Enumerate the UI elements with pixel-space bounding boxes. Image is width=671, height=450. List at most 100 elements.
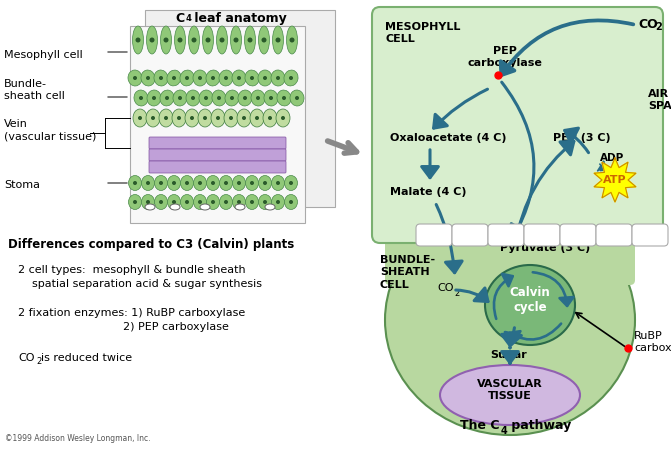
Ellipse shape [232,70,246,86]
Ellipse shape [264,90,278,106]
Circle shape [250,200,254,204]
Ellipse shape [145,204,155,210]
Ellipse shape [245,70,259,86]
Ellipse shape [168,194,180,210]
FancyBboxPatch shape [149,137,286,149]
Ellipse shape [258,176,272,190]
Text: PEP
carboxylase: PEP carboxylase [468,46,542,68]
Circle shape [250,181,254,185]
Circle shape [250,76,254,80]
Ellipse shape [219,194,232,210]
Circle shape [234,37,238,42]
FancyBboxPatch shape [416,224,452,246]
Ellipse shape [263,109,277,127]
Ellipse shape [132,26,144,54]
Text: MESOPHYLL
CELL: MESOPHYLL CELL [385,22,460,45]
Ellipse shape [173,90,187,106]
Ellipse shape [186,90,200,106]
Circle shape [185,181,189,185]
Ellipse shape [193,70,207,86]
Ellipse shape [146,109,160,127]
Ellipse shape [170,204,180,210]
Circle shape [198,76,202,80]
Text: 2: 2 [454,288,459,297]
Circle shape [159,181,163,185]
Ellipse shape [285,194,297,210]
FancyBboxPatch shape [524,224,560,246]
Circle shape [177,116,181,120]
Text: RuBP
carboxylase: RuBP carboxylase [634,331,671,353]
Ellipse shape [206,70,220,86]
Circle shape [282,96,286,100]
Circle shape [268,116,272,120]
Circle shape [289,37,295,42]
Circle shape [289,181,293,185]
Text: Bundle-
sheath cell: Bundle- sheath cell [4,79,65,101]
Circle shape [237,76,241,80]
Ellipse shape [154,176,168,190]
Ellipse shape [258,70,272,86]
Text: 2: 2 [36,357,41,366]
Ellipse shape [134,90,148,106]
FancyBboxPatch shape [149,161,286,173]
Ellipse shape [185,109,199,127]
Circle shape [172,76,176,80]
Ellipse shape [285,176,297,190]
Text: 4: 4 [186,14,192,23]
Ellipse shape [217,26,227,54]
Ellipse shape [219,70,233,86]
Circle shape [289,76,293,80]
Ellipse shape [272,176,285,190]
Ellipse shape [180,70,194,86]
Circle shape [263,200,267,204]
Circle shape [178,96,182,100]
Text: Stoma: Stoma [4,180,40,190]
Ellipse shape [224,109,238,127]
Circle shape [269,96,273,100]
Ellipse shape [154,194,168,210]
Ellipse shape [141,70,155,86]
Ellipse shape [244,26,256,54]
Circle shape [159,76,163,80]
FancyBboxPatch shape [149,149,286,161]
Text: PEP (3 C): PEP (3 C) [553,133,611,143]
Ellipse shape [485,265,575,345]
Ellipse shape [385,205,635,435]
Ellipse shape [225,90,239,106]
Ellipse shape [258,26,270,54]
Circle shape [133,181,137,185]
Circle shape [243,96,247,100]
Ellipse shape [232,176,246,190]
Ellipse shape [246,194,258,210]
Circle shape [138,116,142,120]
FancyBboxPatch shape [452,224,488,246]
Text: Vein
(vascular tissue): Vein (vascular tissue) [4,119,97,141]
Circle shape [152,96,156,100]
Ellipse shape [129,194,142,210]
FancyBboxPatch shape [130,26,305,223]
Circle shape [146,200,150,204]
Ellipse shape [189,26,199,54]
Circle shape [146,76,150,80]
Text: Pyruvate (3 C): Pyruvate (3 C) [500,243,590,253]
Circle shape [172,181,176,185]
Ellipse shape [290,90,304,106]
Circle shape [289,200,293,204]
Ellipse shape [193,194,207,210]
Ellipse shape [207,194,219,210]
Circle shape [219,37,225,42]
Ellipse shape [272,194,285,210]
Circle shape [164,116,168,120]
Text: C: C [176,12,185,25]
Ellipse shape [238,90,252,106]
Circle shape [224,181,228,185]
Circle shape [159,200,163,204]
FancyBboxPatch shape [385,195,635,285]
Ellipse shape [174,26,185,54]
Circle shape [211,181,215,185]
Ellipse shape [168,176,180,190]
Circle shape [211,76,215,80]
Circle shape [224,200,228,204]
Ellipse shape [271,70,285,86]
Text: is reduced twice: is reduced twice [41,353,132,363]
